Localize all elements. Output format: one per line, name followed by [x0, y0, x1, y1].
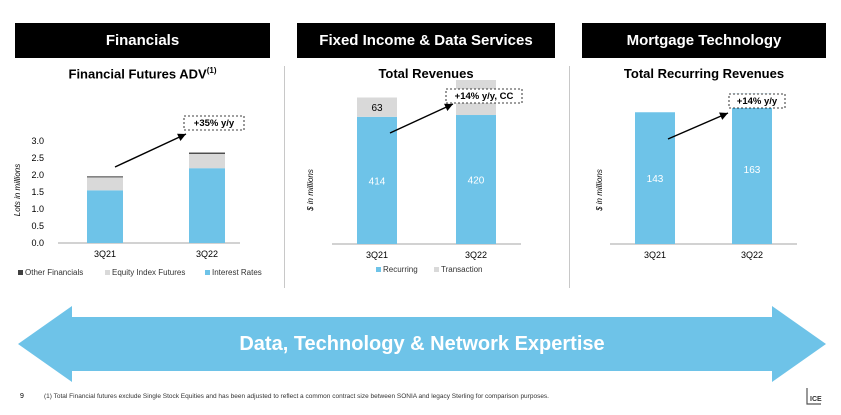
annotation-box-2	[728, 93, 786, 109]
banner-text: Data, Technology & Network Expertise	[239, 332, 605, 355]
page-number: 9	[20, 393, 24, 400]
bar-2-0-0	[635, 112, 675, 244]
bar-0-1-1	[189, 153, 225, 169]
ytick-0-5: 2.5	[31, 153, 44, 163]
ytick-0-6: 3.0	[31, 136, 44, 146]
bar-0-0-0	[87, 190, 123, 243]
ylabel-0: Lots in millions	[13, 164, 22, 216]
panel-divider-right	[569, 66, 570, 288]
growth-arrowhead-0	[177, 133, 186, 141]
bar-1-1-0	[456, 115, 496, 245]
legend-label-1-0: Recurring	[383, 265, 418, 274]
ytick-0-4: 2.0	[31, 170, 44, 180]
category-label-2-1: 3Q22	[741, 250, 763, 260]
data-label-2-1-0: 163	[744, 165, 761, 176]
legend-label-0-2: Interest Rates	[212, 268, 262, 277]
category-label-2-0: 3Q21	[644, 250, 666, 260]
financial-futures-title-footnote: (1)	[206, 66, 217, 75]
banner-arrow	[18, 306, 826, 382]
total-revenues-title: Total Revenues	[378, 66, 474, 81]
annotation-text-2: +14% y/y	[737, 96, 778, 107]
financial-futures-chart: Lots in millions 0.0 0.5 1.0 1.5 2.0 2.5 3.0 3Q2…	[13, 115, 262, 277]
legend-swatch-0-2	[205, 270, 210, 275]
growth-arrow-2	[667, 112, 729, 140]
total-recurring-revenues-chart: $ in millions 143 3Q21 163 3Q22 +14% y/y	[595, 93, 797, 260]
data-label-1-1-0: 420	[468, 176, 485, 187]
growth-arrow-1	[389, 103, 454, 134]
total-revenues-chart: $ in millions414633Q214201143Q22Recurrin…	[306, 80, 523, 274]
bar-2-1-0	[732, 93, 772, 244]
annotation-text-1: +14% y/y, CC	[455, 91, 514, 102]
bar-0-1-2	[189, 152, 225, 154]
fixed-income-header: Fixed Income & Data Services	[297, 23, 555, 58]
category-label-1-0: 3Q21	[366, 250, 388, 260]
ylabel-1: $ in millions	[306, 169, 315, 212]
financial-futures-title-text: Financial Futures ADV	[68, 66, 207, 82]
bar-1-0-1	[357, 97, 397, 117]
total-recurring-revenues-title: Total Recurring Revenues	[623, 66, 785, 81]
legend-swatch-0-1	[105, 270, 110, 275]
bar-0-0-1	[87, 177, 123, 191]
panel-divider-left	[284, 66, 285, 288]
financial-futures-title: Financial Futures ADV(1)	[15, 66, 270, 81]
growth-arrow-0	[114, 133, 187, 168]
annotation-box-0	[183, 115, 245, 131]
financials-header: Financials	[15, 23, 270, 58]
mortgage-technology-header: Mortgage Technology	[582, 23, 826, 58]
bar-1-0-0	[357, 116, 397, 244]
legend-label-0-0: Other Financials	[25, 268, 83, 277]
bar-0-1-0	[189, 168, 225, 243]
legend-swatch-1-0	[376, 267, 381, 272]
ice-logo: ICE	[806, 388, 822, 405]
data-label-1-0-1: 63	[371, 103, 383, 114]
category-label-0-1: 3Q22	[196, 249, 218, 259]
legend-swatch-1-1	[434, 267, 439, 272]
legend-label-0-1: Equity Index Futures	[112, 268, 185, 277]
annotation-box-1	[445, 88, 523, 104]
legend-swatch-0-0	[18, 270, 23, 275]
footnote: (1) Total Financial futures exclude Sing…	[44, 393, 549, 400]
data-label-2-0-0: 143	[647, 174, 664, 185]
legend-label-1-1: Transaction	[441, 265, 483, 274]
growth-arrowhead-1	[444, 103, 453, 111]
annotation-text-0: +35% y/y	[194, 118, 235, 129]
ytick-0-1: 0.5	[31, 221, 44, 231]
ytick-0-2: 1.0	[31, 204, 44, 214]
category-label-1-1: 3Q22	[465, 250, 487, 260]
ytick-0-0: 0.0	[31, 238, 44, 248]
ytick-0-3: 1.5	[31, 187, 44, 197]
ylabel-2: $ in millions	[595, 169, 604, 212]
data-label-1-0-0: 414	[369, 176, 386, 187]
growth-arrowhead-2	[719, 112, 728, 120]
svg-text:ICE: ICE	[810, 396, 822, 403]
bar-0-0-2	[87, 176, 123, 178]
category-label-0-0: 3Q21	[94, 249, 116, 259]
